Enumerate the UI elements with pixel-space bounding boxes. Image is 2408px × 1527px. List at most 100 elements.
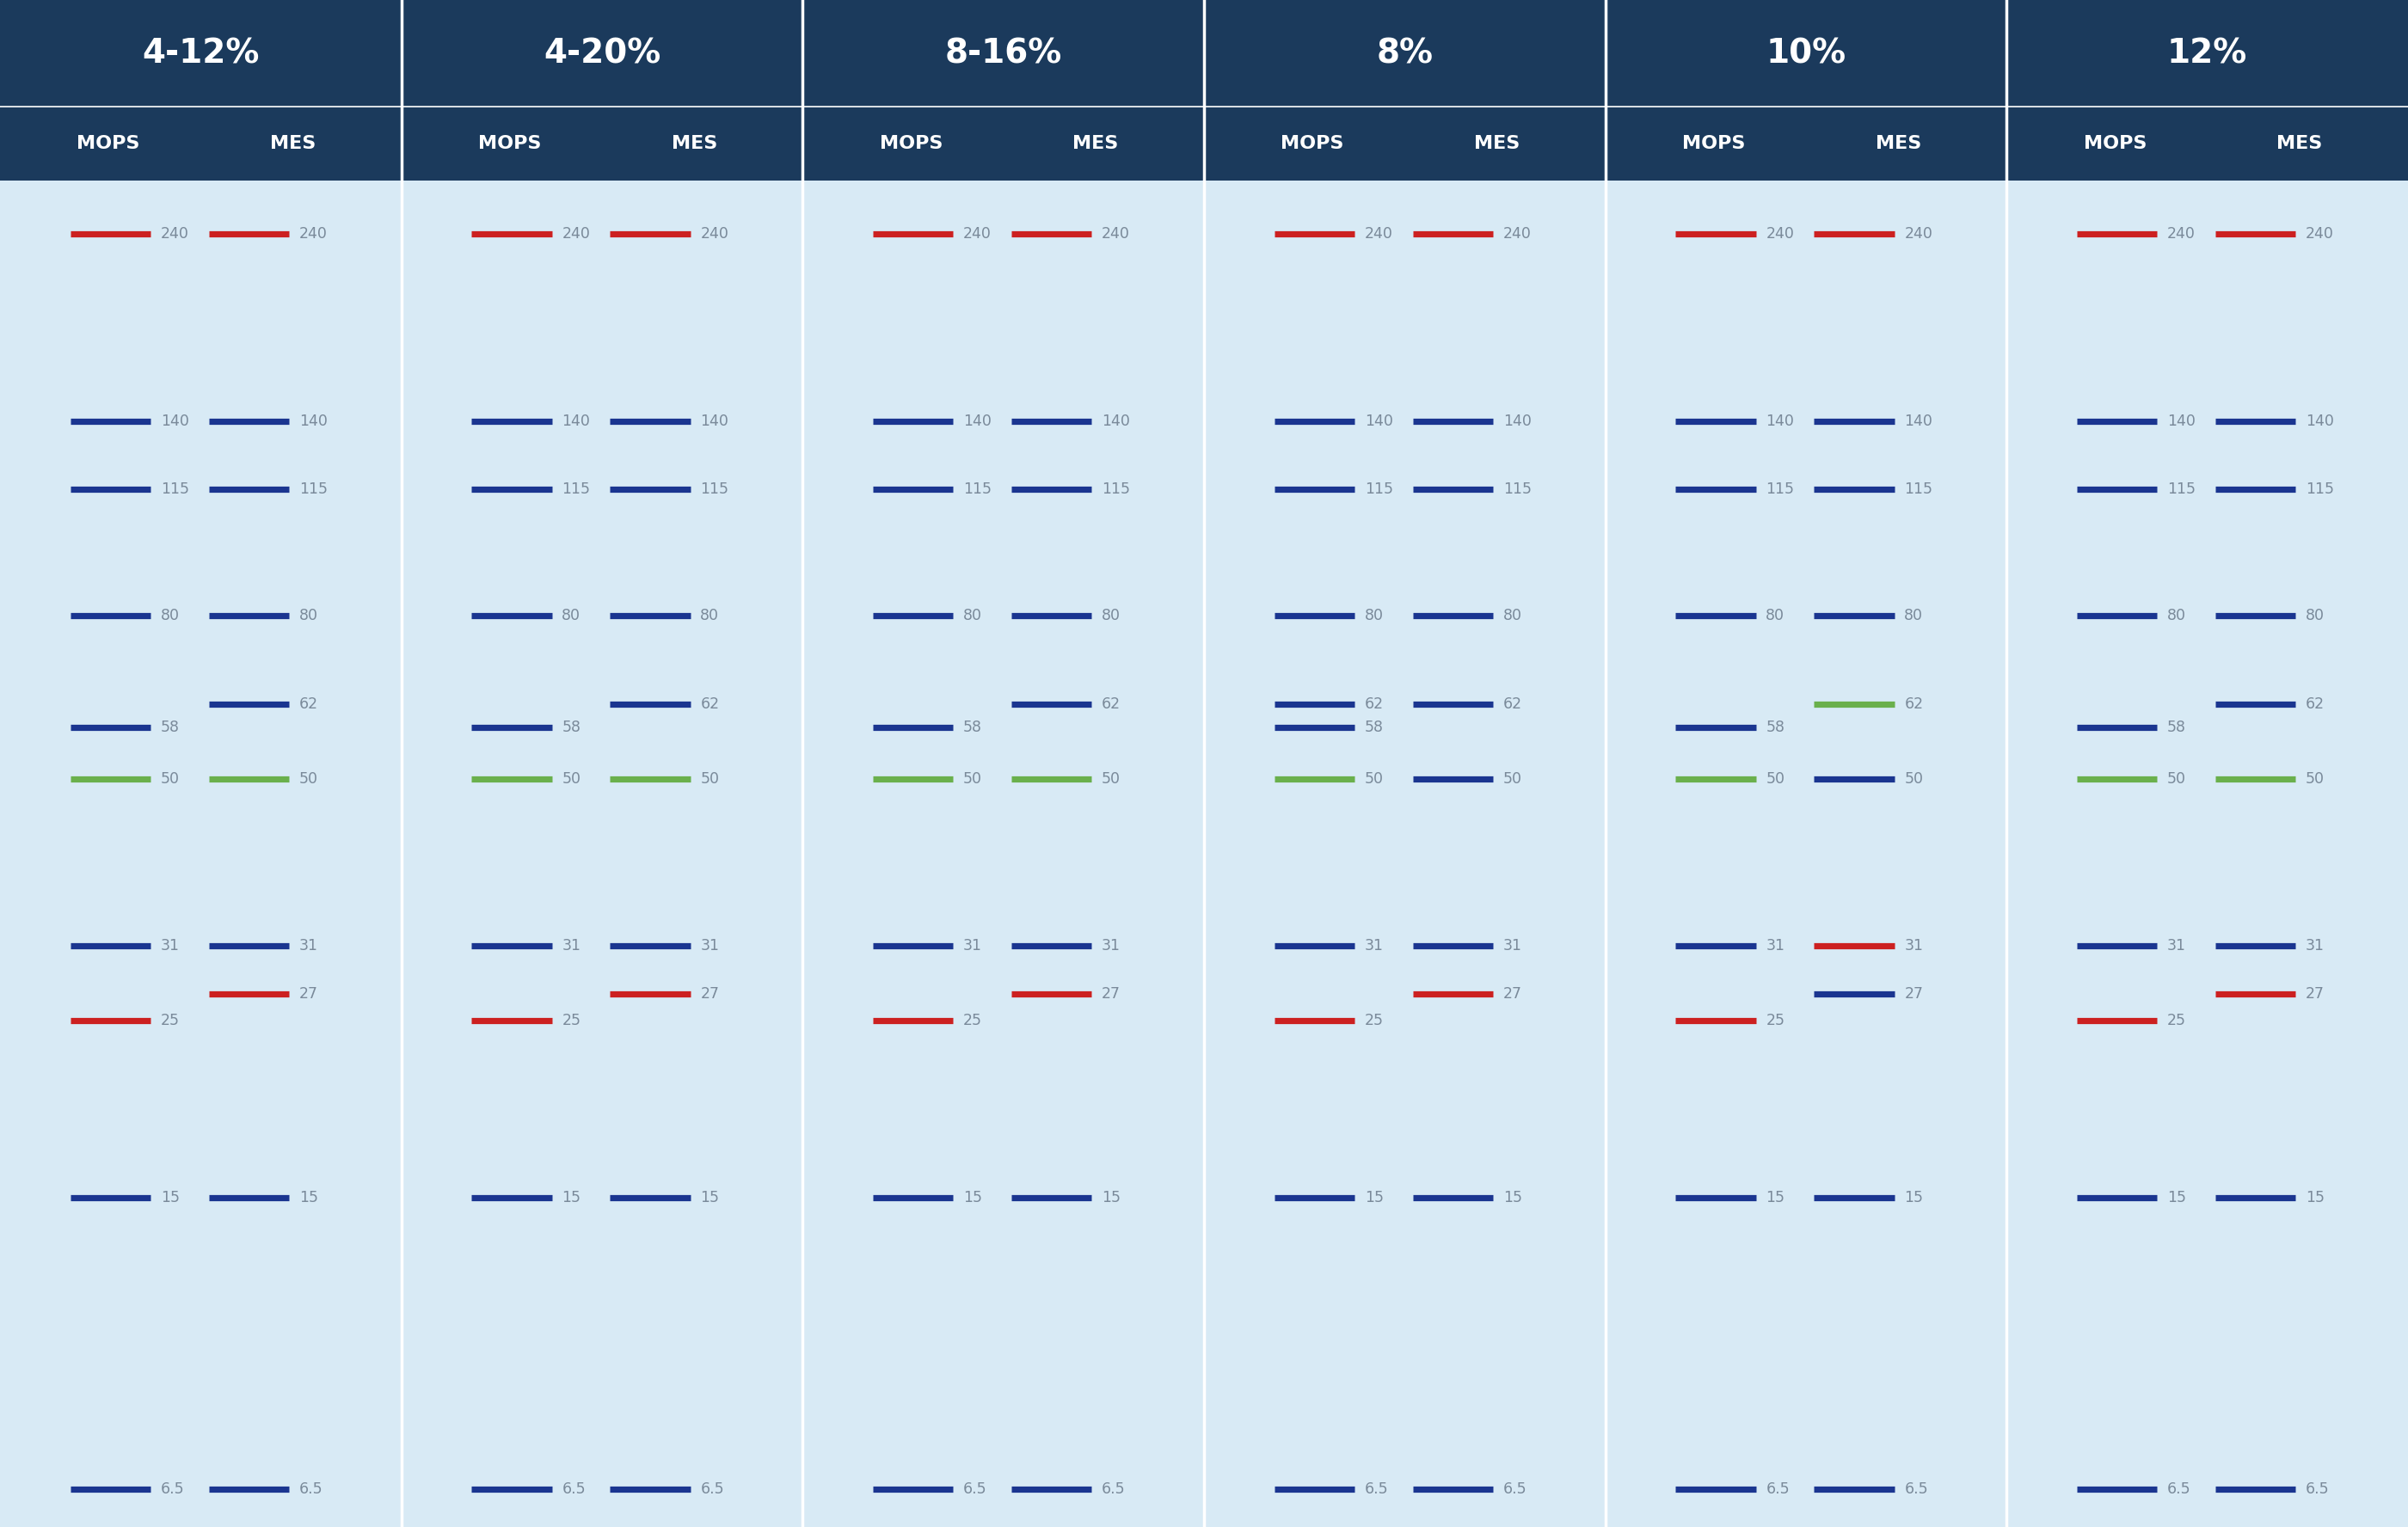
Text: 6.5: 6.5: [1503, 1481, 1527, 1496]
Text: 27: 27: [299, 986, 318, 1002]
Text: 31: 31: [561, 938, 580, 953]
Text: 25: 25: [561, 1012, 580, 1028]
Text: MES: MES: [1474, 134, 1519, 153]
Text: 6.5: 6.5: [963, 1481, 987, 1496]
Text: 115: 115: [1503, 483, 1531, 498]
Text: 8%: 8%: [1377, 37, 1433, 70]
Text: 240: 240: [963, 226, 992, 241]
Text: 15: 15: [1103, 1190, 1120, 1206]
Text: 6.5: 6.5: [2304, 1481, 2329, 1496]
Bar: [0, 0, 2408, 180]
Text: 50: 50: [1365, 771, 1385, 786]
Text: 15: 15: [1503, 1190, 1522, 1206]
Text: 15: 15: [1365, 1190, 1385, 1206]
Text: 80: 80: [161, 608, 181, 623]
Text: 31: 31: [1503, 938, 1522, 953]
Text: 6.5: 6.5: [2167, 1481, 2191, 1496]
Text: 80: 80: [299, 608, 318, 623]
Text: 27: 27: [1503, 986, 1522, 1002]
Text: 140: 140: [1765, 414, 1794, 429]
Text: 140: 140: [161, 414, 188, 429]
Text: 140: 140: [1905, 414, 1934, 429]
Text: 140: 140: [1365, 414, 1392, 429]
Text: 15: 15: [299, 1190, 318, 1206]
Text: 6.5: 6.5: [299, 1481, 323, 1496]
Text: MOPS: MOPS: [479, 134, 542, 153]
Text: 80: 80: [1905, 608, 1924, 623]
Text: 50: 50: [1103, 771, 1120, 786]
Text: 15: 15: [701, 1190, 720, 1206]
Text: 240: 240: [161, 226, 188, 241]
Text: MOPS: MOPS: [1281, 134, 1344, 153]
Text: 25: 25: [161, 1012, 181, 1028]
Text: 62: 62: [1905, 696, 1924, 712]
Text: 115: 115: [701, 483, 730, 498]
Text: 240: 240: [1765, 226, 1794, 241]
Text: 15: 15: [161, 1190, 181, 1206]
Text: 31: 31: [2167, 938, 2186, 953]
Text: 80: 80: [1103, 608, 1120, 623]
Text: 50: 50: [2304, 771, 2324, 786]
Text: 140: 140: [299, 414, 327, 429]
Text: 80: 80: [1365, 608, 1385, 623]
Text: 50: 50: [1503, 771, 1522, 786]
Text: 62: 62: [701, 696, 720, 712]
Text: 115: 115: [1765, 483, 1794, 498]
Text: 80: 80: [2167, 608, 2186, 623]
Text: 6.5: 6.5: [1365, 1481, 1389, 1496]
Text: 6.5: 6.5: [161, 1481, 185, 1496]
Text: 31: 31: [963, 938, 982, 953]
Text: 31: 31: [701, 938, 720, 953]
Text: 62: 62: [1365, 696, 1385, 712]
Text: 50: 50: [561, 771, 580, 786]
Text: 15: 15: [963, 1190, 982, 1206]
Text: 115: 115: [299, 483, 327, 498]
Text: 4-12%: 4-12%: [142, 37, 260, 70]
Text: 10%: 10%: [1765, 37, 1847, 70]
Text: 115: 115: [161, 483, 188, 498]
Text: 50: 50: [299, 771, 318, 786]
Text: 27: 27: [2304, 986, 2324, 1002]
Text: 15: 15: [1905, 1190, 1924, 1206]
Text: 115: 115: [1905, 483, 1934, 498]
Text: 4-20%: 4-20%: [544, 37, 660, 70]
Text: 140: 140: [1103, 414, 1129, 429]
Text: 31: 31: [1365, 938, 1385, 953]
Text: 6.5: 6.5: [1103, 1481, 1125, 1496]
Text: 50: 50: [2167, 771, 2186, 786]
Text: 140: 140: [1503, 414, 1531, 429]
Text: 25: 25: [2167, 1012, 2186, 1028]
Text: 62: 62: [299, 696, 318, 712]
Text: MES: MES: [672, 134, 718, 153]
Text: 58: 58: [1765, 719, 1784, 736]
Text: 6.5: 6.5: [1905, 1481, 1929, 1496]
Text: 58: 58: [561, 719, 580, 736]
Text: 240: 240: [299, 226, 327, 241]
Text: 58: 58: [1365, 719, 1385, 736]
Text: 6.5: 6.5: [561, 1481, 585, 1496]
Text: 50: 50: [1905, 771, 1924, 786]
Text: MES: MES: [1876, 134, 1922, 153]
Text: MOPS: MOPS: [879, 134, 942, 153]
Text: 58: 58: [963, 719, 982, 736]
Text: 27: 27: [1905, 986, 1924, 1002]
Text: 240: 240: [1905, 226, 1934, 241]
Text: MES: MES: [1072, 134, 1120, 153]
Text: MOPS: MOPS: [2083, 134, 2146, 153]
Text: MOPS: MOPS: [77, 134, 140, 153]
Text: 115: 115: [2167, 483, 2196, 498]
Text: 80: 80: [1503, 608, 1522, 623]
Text: 115: 115: [2304, 483, 2333, 498]
Text: 6.5: 6.5: [701, 1481, 725, 1496]
Text: 62: 62: [2304, 696, 2324, 712]
Text: 115: 115: [1103, 483, 1129, 498]
Text: 50: 50: [963, 771, 982, 786]
Text: 240: 240: [1365, 226, 1392, 241]
Text: 25: 25: [1365, 1012, 1385, 1028]
Text: 80: 80: [561, 608, 580, 623]
Text: 140: 140: [2304, 414, 2333, 429]
Text: 240: 240: [1103, 226, 1129, 241]
Text: MES: MES: [270, 134, 315, 153]
Text: 6.5: 6.5: [1765, 1481, 1789, 1496]
Text: 240: 240: [701, 226, 730, 241]
